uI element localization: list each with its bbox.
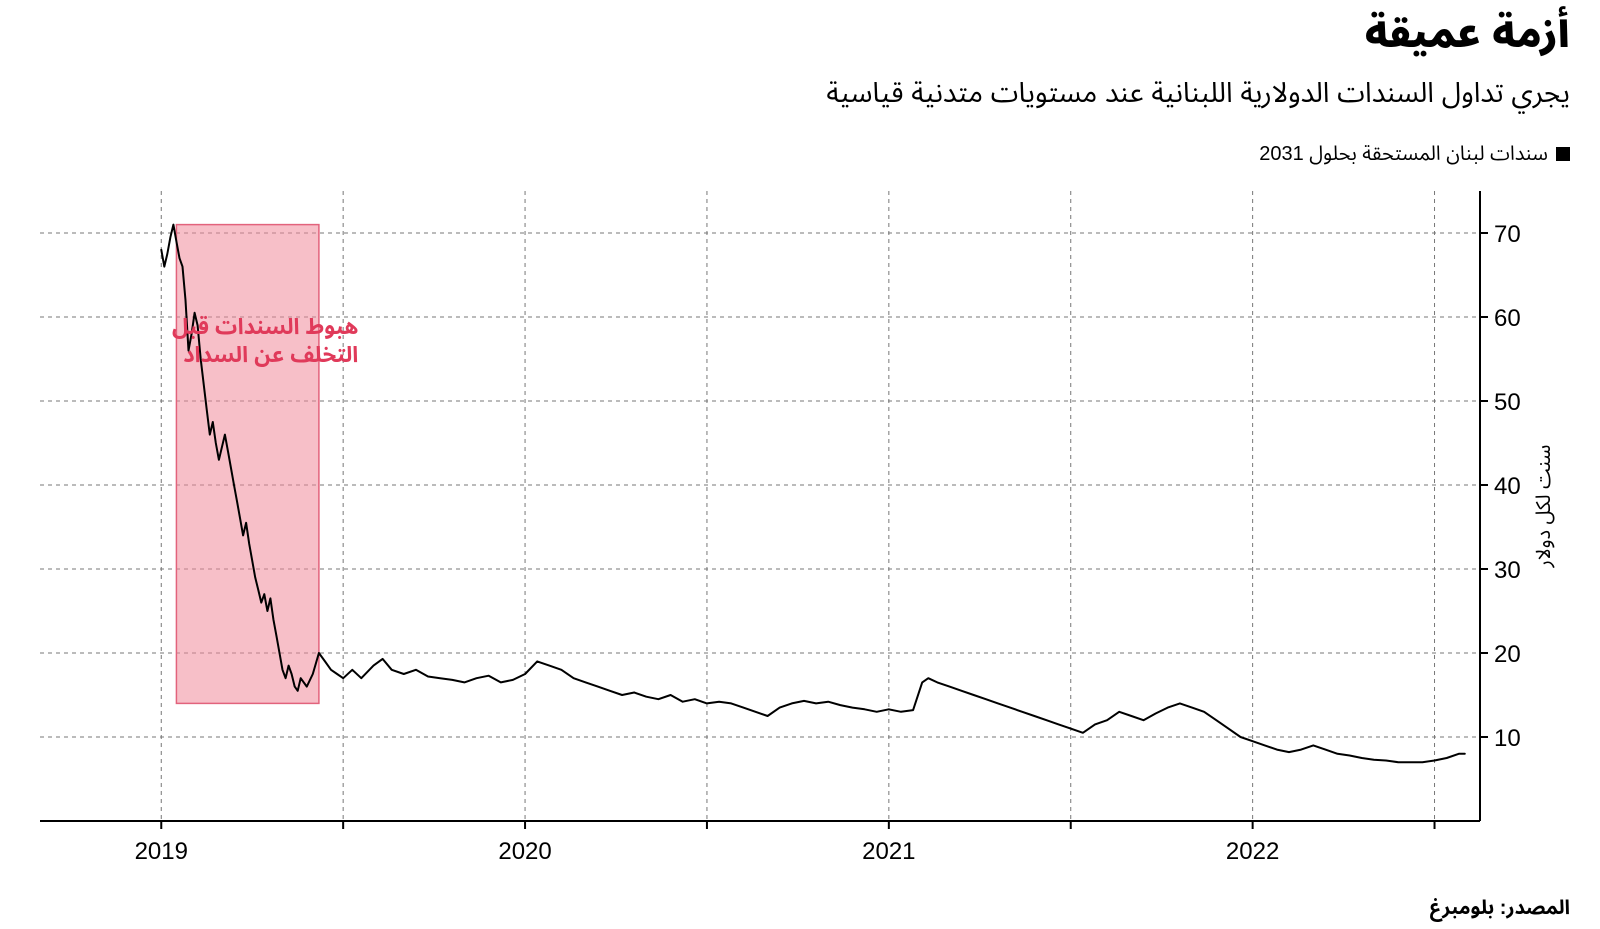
chart-title: أزمة عميقة [30, 10, 1570, 58]
legend-swatch [1556, 147, 1570, 161]
line-chart: 10 20 30 40 50 60 70 2019 2020 2021 2022 سنت لكل دو… [30, 181, 1570, 881]
x-tick-label: 2020 [498, 838, 551, 865]
annotation-line2: التخلف عن السداد [183, 342, 358, 367]
y-tick-label: 30 [1494, 557, 1521, 584]
annotation-line1: هبوط السندات قبل [172, 314, 358, 339]
highlight-band [176, 225, 318, 704]
chart-container: 10 20 30 40 50 60 70 2019 2020 2021 2022 سنت لكل دو… [30, 181, 1570, 881]
x-tick-label: 2019 [135, 838, 188, 865]
chart-subtitle: يجري تداول السندات الدولارية اللبنانية ع… [30, 64, 1570, 123]
x-tick-label: 2021 [862, 838, 915, 865]
legend: سندات لبنان المستحقة بحلول 2031 [30, 133, 1570, 175]
y-tick-label: 50 [1494, 389, 1521, 416]
x-tick-label: 2022 [1226, 838, 1279, 865]
y-axis-label: سنت لكل دولار [1533, 445, 1555, 569]
y-tick-label: 20 [1494, 641, 1521, 668]
legend-label: سندات لبنان المستحقة بحلول 2031 [1259, 133, 1548, 175]
y-tick-label: 40 [1494, 473, 1521, 500]
y-tick-label: 70 [1494, 221, 1521, 248]
y-tick-label: 10 [1494, 725, 1521, 752]
chart-source: المصدر: بلومبرغ [30, 887, 1570, 929]
y-tick-label: 60 [1494, 305, 1521, 332]
